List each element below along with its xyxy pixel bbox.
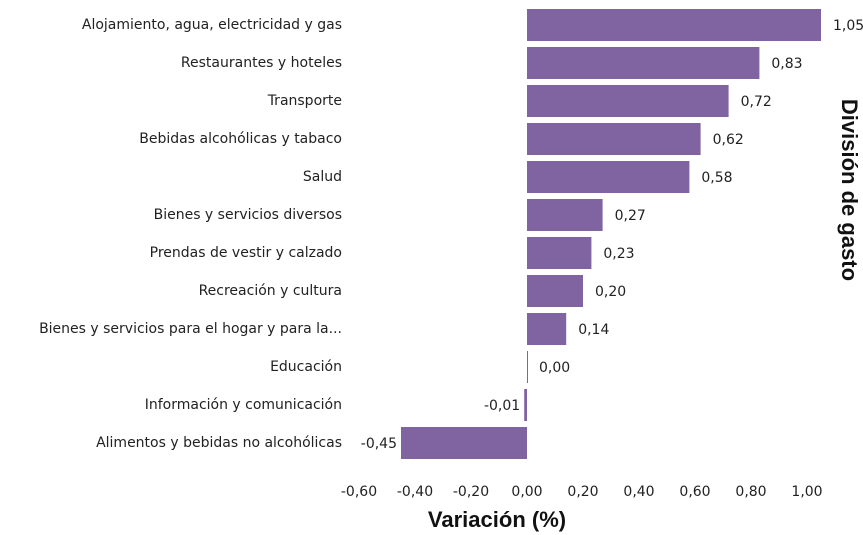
bar — [527, 351, 528, 383]
value-label: 0,00 — [539, 360, 570, 376]
y-tick-label: Bebidas alcohólicas y tabaco — [139, 131, 342, 147]
x-tick-label: 0,60 — [679, 484, 710, 500]
x-tick-label: -0,40 — [397, 484, 433, 500]
bar — [524, 389, 527, 421]
bar — [527, 237, 592, 269]
y-tick-label: Prendas de vestir y calzado — [150, 245, 342, 261]
bar — [527, 199, 603, 231]
value-label: 1,05 — [833, 18, 863, 34]
value-label: 0,23 — [603, 246, 634, 262]
y-tick-label: Educación — [270, 359, 342, 375]
y-axis-title: División de gasto — [837, 99, 862, 281]
value-label: -0,45 — [361, 436, 397, 452]
x-tick-label: -0,20 — [453, 484, 489, 500]
x-tick-label: -0,60 — [341, 484, 377, 500]
value-label: 0,58 — [701, 170, 732, 186]
x-tick-label: 0,40 — [623, 484, 654, 500]
bar — [527, 85, 729, 117]
value-label: -0,01 — [484, 398, 520, 414]
value-label: 0,14 — [578, 322, 609, 338]
y-tick-label: Recreación y cultura — [199, 283, 342, 299]
bar — [527, 313, 567, 345]
bar — [527, 9, 821, 41]
x-tick-label: 0,80 — [735, 484, 766, 500]
y-tick-label: Alimentos y bebidas no alcohólicas — [96, 435, 342, 451]
x-tick-label: 0,00 — [511, 484, 542, 500]
bar — [401, 427, 527, 459]
y-tick-label: Alojamiento, agua, electricidad y gas — [82, 17, 342, 33]
y-tick-label: Bienes y servicios para el hogar y para … — [39, 321, 342, 337]
y-tick-label: Salud — [303, 169, 342, 185]
bar — [527, 275, 583, 307]
x-tick-label: 1,00 — [791, 484, 822, 500]
y-tick-label: Información y comunicación — [145, 397, 342, 413]
bar — [527, 161, 690, 193]
y-tick-label: Transporte — [267, 93, 342, 109]
bar — [527, 47, 760, 79]
value-label: 0,20 — [595, 284, 626, 300]
bar — [527, 123, 701, 155]
x-tick-label: 0,20 — [567, 484, 598, 500]
value-label: 0,62 — [713, 132, 744, 148]
value-label: 0,72 — [741, 94, 772, 110]
value-label: 0,27 — [615, 208, 646, 224]
y-tick-label: Bienes y servicios diversos — [154, 207, 342, 223]
x-axis-title: Variación (%) — [428, 507, 566, 532]
y-tick-label: Restaurantes y hoteles — [181, 55, 342, 71]
value-label: 0,83 — [771, 56, 802, 72]
